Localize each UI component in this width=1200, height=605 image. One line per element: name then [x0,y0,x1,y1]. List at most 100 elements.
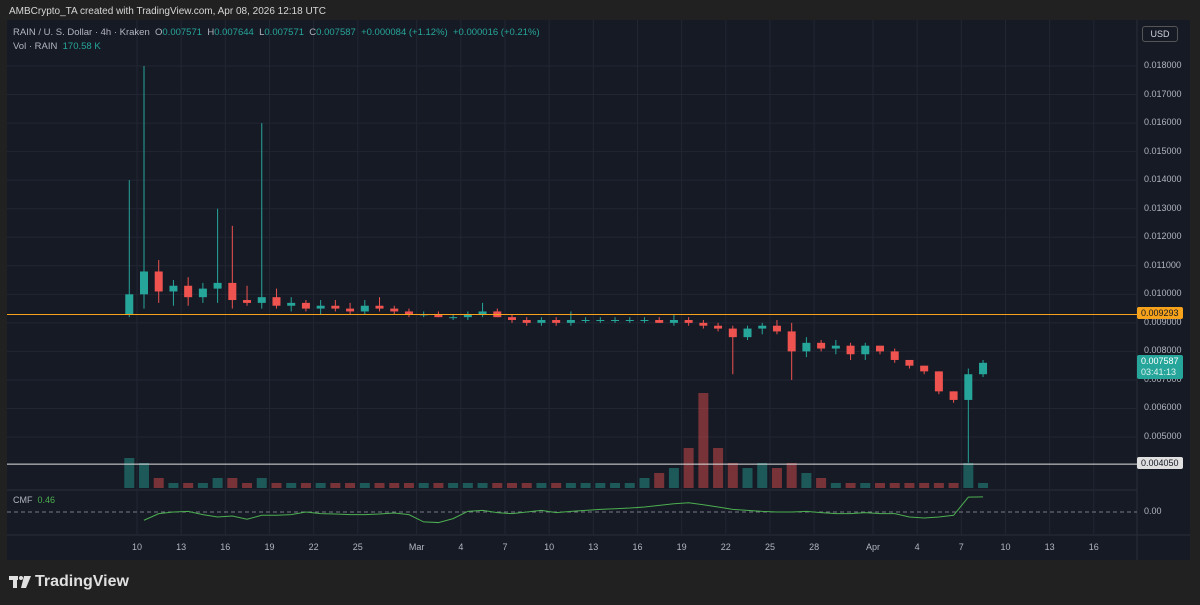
volume-bar [433,483,444,488]
candle-body [905,359,914,366]
volume-bar [536,483,547,488]
candle-body [772,325,781,332]
low-label: L [259,27,265,38]
volume-bar [830,483,841,488]
candle-body [404,311,413,315]
last-price-value: 0.007587 [1141,356,1179,367]
date-tick-label: 22 [308,542,319,552]
volume-bar [300,483,311,488]
date-tick-label: 25 [352,542,363,552]
date-tick-label: 7 [958,542,964,552]
candle-countdown: 03:41:13 [1141,367,1177,378]
price-tick-label: 0.017000 [1144,88,1182,99]
last-price-tag: 0.007587 03:41:13 [1137,355,1183,380]
change-value: +0.000084 (+1.12%) [361,27,448,38]
candle-body [581,320,590,322]
date-tick-label: 4 [458,542,464,552]
currency-button[interactable]: USD [1142,26,1178,42]
volume-bar [359,483,370,488]
chart-panel[interactable] [7,20,1190,560]
candle-body [934,371,943,392]
volume-bar [668,468,679,488]
candle-body [669,320,678,323]
cmf-legend: CMF 0.46 [13,495,55,505]
candle-body [787,331,796,352]
volume-bar [933,483,944,488]
candle-body [964,374,973,400]
volume-bar [713,448,724,488]
candle-body [890,351,899,360]
change2-value: +0.000016 (+0.21%) [452,27,540,38]
price-tick-label: 0.005000 [1144,431,1182,442]
candle-body [817,342,826,349]
price-chart[interactable] [7,20,1190,560]
candle-body [876,345,884,352]
price-tick-label: 0.010000 [1144,288,1182,299]
volume-bar [345,483,356,488]
date-tick-label: Mar [408,542,425,552]
candle-body [243,300,252,303]
cmf-value: 0.46 [37,495,56,505]
price-tick-label: 0.018000 [1144,60,1182,70]
date-tick-label: 13 [1044,542,1055,552]
candle-body [596,320,605,322]
candle-body [802,342,811,352]
volume-bar [477,483,488,488]
volume-bar [315,483,326,488]
volume-bar [565,483,576,488]
volume-bar [374,483,385,488]
volume-bar [683,448,694,488]
date-tick-label: 28 [809,542,820,552]
volume-bar [286,483,297,488]
volume-bar [639,478,650,488]
volume-bar [845,483,856,488]
volume-bar [771,468,782,488]
date-tick-label: 19 [264,542,275,552]
candle-body [979,362,988,375]
logo-text: TradingView [35,573,129,590]
candle-body [360,305,369,312]
volume-bar [904,483,915,488]
date-tick-label: 22 [720,542,731,552]
candle-body [684,320,693,323]
candle-body [346,308,355,312]
resistance-price-tag: 0.009293 [1137,307,1183,320]
volume-bar [919,483,930,488]
volume-bar [786,463,797,488]
candle-body [699,322,708,326]
volume-bar [462,483,473,488]
candle-body [861,345,870,355]
volume-bar [816,478,827,488]
date-tick-label: 25 [764,542,775,552]
candle-body [390,308,399,312]
volume-bar [595,483,606,488]
volume-bar [153,478,164,488]
candle-body [463,314,472,318]
candle-body [331,305,340,309]
candle-body [287,302,296,306]
candle-body [655,320,664,323]
date-tick-label: 16 [220,542,231,552]
volume-bar [492,483,503,488]
candle-body [316,305,325,309]
candle-body [508,317,516,321]
volume-bar [948,483,959,488]
candle-body [228,282,237,301]
candle-body [758,325,767,329]
volume-bar [727,463,738,488]
date-tick-label: 4 [914,542,920,552]
volume-bar [698,393,709,488]
candle-body [640,320,649,322]
volume-bar [624,483,635,488]
candle-body [728,328,737,338]
high-value: 0.007644 [214,27,254,38]
candle-body [154,271,163,292]
price-tick-label: 0.015000 [1144,145,1182,156]
volume-bar [860,483,871,488]
price-tick-label: 0.008000 [1144,345,1182,356]
candle-body [831,345,840,349]
ohlc-legend: RAIN / U. S. Dollar · 4h · Kraken O0.007… [13,27,540,38]
date-tick-label: 10 [544,542,555,552]
open-label: O [155,27,163,38]
date-tick-label: 7 [502,542,508,552]
